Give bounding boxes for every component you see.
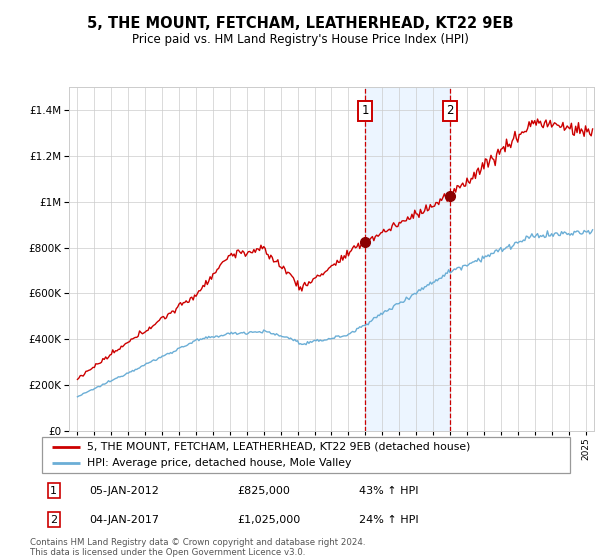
Text: Price paid vs. HM Land Registry's House Price Index (HPI): Price paid vs. HM Land Registry's House … bbox=[131, 32, 469, 46]
Text: HPI: Average price, detached house, Mole Valley: HPI: Average price, detached house, Mole… bbox=[87, 459, 351, 468]
FancyBboxPatch shape bbox=[42, 437, 570, 473]
Text: 2: 2 bbox=[50, 515, 57, 525]
Text: £1,025,000: £1,025,000 bbox=[238, 515, 301, 525]
Text: 24% ↑ HPI: 24% ↑ HPI bbox=[359, 515, 418, 525]
Text: 5, THE MOUNT, FETCHAM, LEATHERHEAD, KT22 9EB: 5, THE MOUNT, FETCHAM, LEATHERHEAD, KT22… bbox=[87, 16, 513, 31]
Text: Contains HM Land Registry data © Crown copyright and database right 2024.
This d: Contains HM Land Registry data © Crown c… bbox=[30, 538, 365, 557]
Text: 05-JAN-2012: 05-JAN-2012 bbox=[89, 486, 160, 496]
Text: 04-JAN-2017: 04-JAN-2017 bbox=[89, 515, 160, 525]
Text: 1: 1 bbox=[362, 104, 369, 118]
Text: £825,000: £825,000 bbox=[238, 486, 290, 496]
Text: 2: 2 bbox=[446, 104, 454, 118]
Text: 5, THE MOUNT, FETCHAM, LEATHERHEAD, KT22 9EB (detached house): 5, THE MOUNT, FETCHAM, LEATHERHEAD, KT22… bbox=[87, 442, 470, 451]
Text: 43% ↑ HPI: 43% ↑ HPI bbox=[359, 486, 418, 496]
Bar bbox=[365, 87, 450, 431]
Text: 1: 1 bbox=[50, 486, 57, 496]
